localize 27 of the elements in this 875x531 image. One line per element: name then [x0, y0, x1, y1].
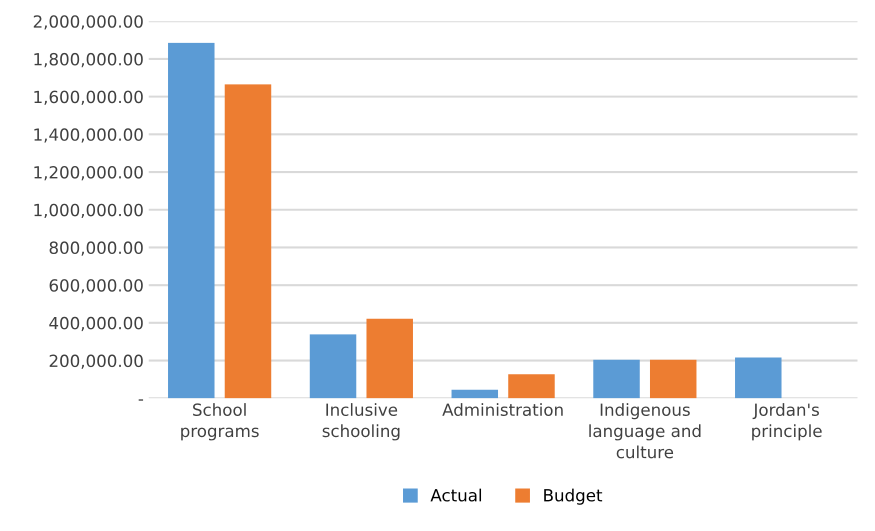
y-tick-label: 1,400,000.00	[34, 128, 143, 143]
bar	[310, 334, 356, 398]
y-tick-label: 800,000.00	[50, 241, 143, 256]
bar	[593, 360, 640, 398]
bar	[168, 42, 215, 398]
y-tick-label: 1,200,000.00	[34, 166, 143, 180]
y-tick-label: 1,000,000.00	[34, 204, 143, 218]
y-tick-label: 200,000.00	[50, 354, 143, 369]
bar	[366, 318, 413, 398]
y-tick-label: -	[138, 399, 144, 401]
y-tick-label: 600,000.00	[50, 279, 143, 294]
y-tick-label: 2,000,000.00	[34, 15, 143, 30]
legend-label: Budget	[544, 488, 602, 505]
bar	[452, 390, 498, 398]
bar	[508, 374, 555, 398]
x-tick-label: Inclusive schooling	[322, 403, 400, 440]
x-tick-label: Jordan's principle	[752, 403, 822, 440]
bar	[224, 84, 272, 398]
x-tick-label: School programs	[181, 403, 259, 440]
bar	[650, 360, 696, 398]
x-tick-label: Administration	[442, 403, 563, 416]
y-tick-label: 400,000.00	[49, 316, 143, 332]
legend-label: Actual	[430, 488, 482, 502]
x-tick-label: Indigenous language and culture	[589, 403, 700, 458]
y-tick-label: 1,600,000.00	[34, 90, 143, 105]
y-tick-label: 1,800,000.00	[34, 52, 143, 68]
bar	[735, 358, 782, 398]
